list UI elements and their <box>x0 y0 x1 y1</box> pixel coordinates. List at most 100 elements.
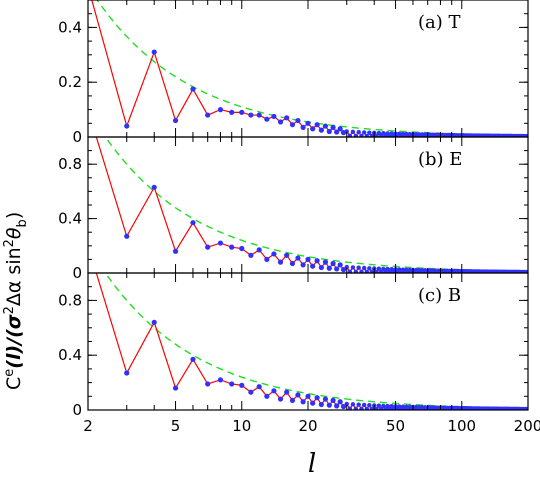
data-point <box>229 109 235 115</box>
tail-point <box>376 403 382 408</box>
tail-point <box>353 406 359 410</box>
tail-point <box>361 130 367 135</box>
panel-label: (b) E <box>418 149 462 170</box>
data-point <box>217 377 224 383</box>
data-point <box>264 256 270 262</box>
data-point <box>284 252 290 258</box>
tail-point <box>350 402 356 407</box>
data-point <box>172 248 179 254</box>
tail-point <box>361 402 367 408</box>
tail-point <box>374 406 379 410</box>
data-point <box>334 266 340 272</box>
x-axis-label: l <box>308 449 316 479</box>
tail-point <box>364 269 369 273</box>
data-point <box>271 113 277 120</box>
tail-point <box>353 269 359 273</box>
data-point <box>337 262 343 268</box>
tail-point <box>347 133 353 137</box>
data-point <box>322 396 329 402</box>
tail-point <box>367 403 372 408</box>
data-point <box>314 258 320 264</box>
data-point <box>330 260 336 267</box>
data-point <box>124 370 130 376</box>
data-point <box>305 120 311 126</box>
data-point <box>314 395 320 401</box>
data-point <box>295 392 301 398</box>
tail-point <box>356 265 361 270</box>
data-point <box>337 126 343 132</box>
panels: 0 0.2 0.4 (a) T 0 0.4 0.8 (b) E 0 0.4 0.8 (c) B 2 5 10… <box>58 0 540 435</box>
data-point <box>334 403 340 409</box>
tail-point <box>359 406 364 410</box>
tail-point <box>381 403 386 409</box>
data-point <box>124 123 130 129</box>
y-tick-label: 0.4 <box>58 210 82 228</box>
data-point <box>318 264 324 271</box>
tail-point <box>374 269 379 273</box>
data-point <box>248 389 254 395</box>
tail-point <box>376 266 382 271</box>
data-point <box>330 124 336 131</box>
data-point <box>151 49 157 55</box>
data-point <box>295 117 301 124</box>
data-point <box>340 403 347 410</box>
data-point <box>271 388 277 394</box>
data-point <box>277 259 284 265</box>
data-point <box>172 385 179 391</box>
data-point <box>310 263 316 269</box>
tail-point <box>347 406 353 410</box>
data-point <box>289 260 296 267</box>
panel-frame <box>87 0 529 138</box>
tail-point <box>381 266 386 272</box>
data-point <box>248 112 254 118</box>
panel-frame <box>87 272 529 411</box>
data-point <box>284 115 290 121</box>
x-tick-label: 100 <box>447 417 476 435</box>
data-point <box>205 381 211 387</box>
tail-point <box>367 130 372 135</box>
y-tick-label: 0.4 <box>58 18 82 36</box>
data-point <box>326 402 332 408</box>
data-point <box>277 119 284 125</box>
data-point <box>300 124 306 131</box>
tail-point <box>344 129 349 134</box>
panel-1: 0 0.2 0.4 (a) T <box>58 0 529 146</box>
tail-point <box>344 401 349 407</box>
data-point <box>248 252 254 258</box>
tail-point <box>356 129 361 135</box>
data-point <box>326 265 332 271</box>
tail-point <box>385 403 390 409</box>
data-point <box>300 262 306 268</box>
y-tick-label: 0.4 <box>58 346 82 364</box>
panel-label: (a) T <box>418 12 461 33</box>
data-point <box>289 122 296 128</box>
data-point <box>271 251 277 257</box>
tail-point <box>359 269 364 273</box>
tail-point <box>350 129 356 135</box>
panel-3: 0 0.4 0.8 (c) B <box>58 272 529 419</box>
data-point <box>239 245 245 252</box>
data-point <box>217 240 224 246</box>
x-tick-label: 10 <box>232 417 251 435</box>
data-point <box>256 247 262 253</box>
data-point <box>205 244 211 250</box>
data-point <box>318 401 324 408</box>
tail-point <box>350 265 356 270</box>
envelope-curve <box>96 0 528 137</box>
x-tick-label: 50 <box>386 417 405 435</box>
data-point <box>305 393 311 399</box>
x-tick-label: 5 <box>171 417 181 435</box>
y-tick-label: 0 <box>72 401 82 419</box>
tail-point <box>369 133 375 137</box>
y-axis-label: Ce(l)/(σ2Δα sin2θb) <box>2 212 30 390</box>
data-point <box>151 319 157 325</box>
data-point <box>337 399 343 405</box>
tail-point <box>353 133 359 137</box>
data-point <box>289 397 296 404</box>
data-point <box>310 400 316 406</box>
tail-point <box>347 269 353 273</box>
data-point <box>340 267 347 273</box>
x-tick-label: 200 <box>514 417 540 435</box>
tail-point <box>364 133 369 137</box>
data-point <box>256 384 262 390</box>
